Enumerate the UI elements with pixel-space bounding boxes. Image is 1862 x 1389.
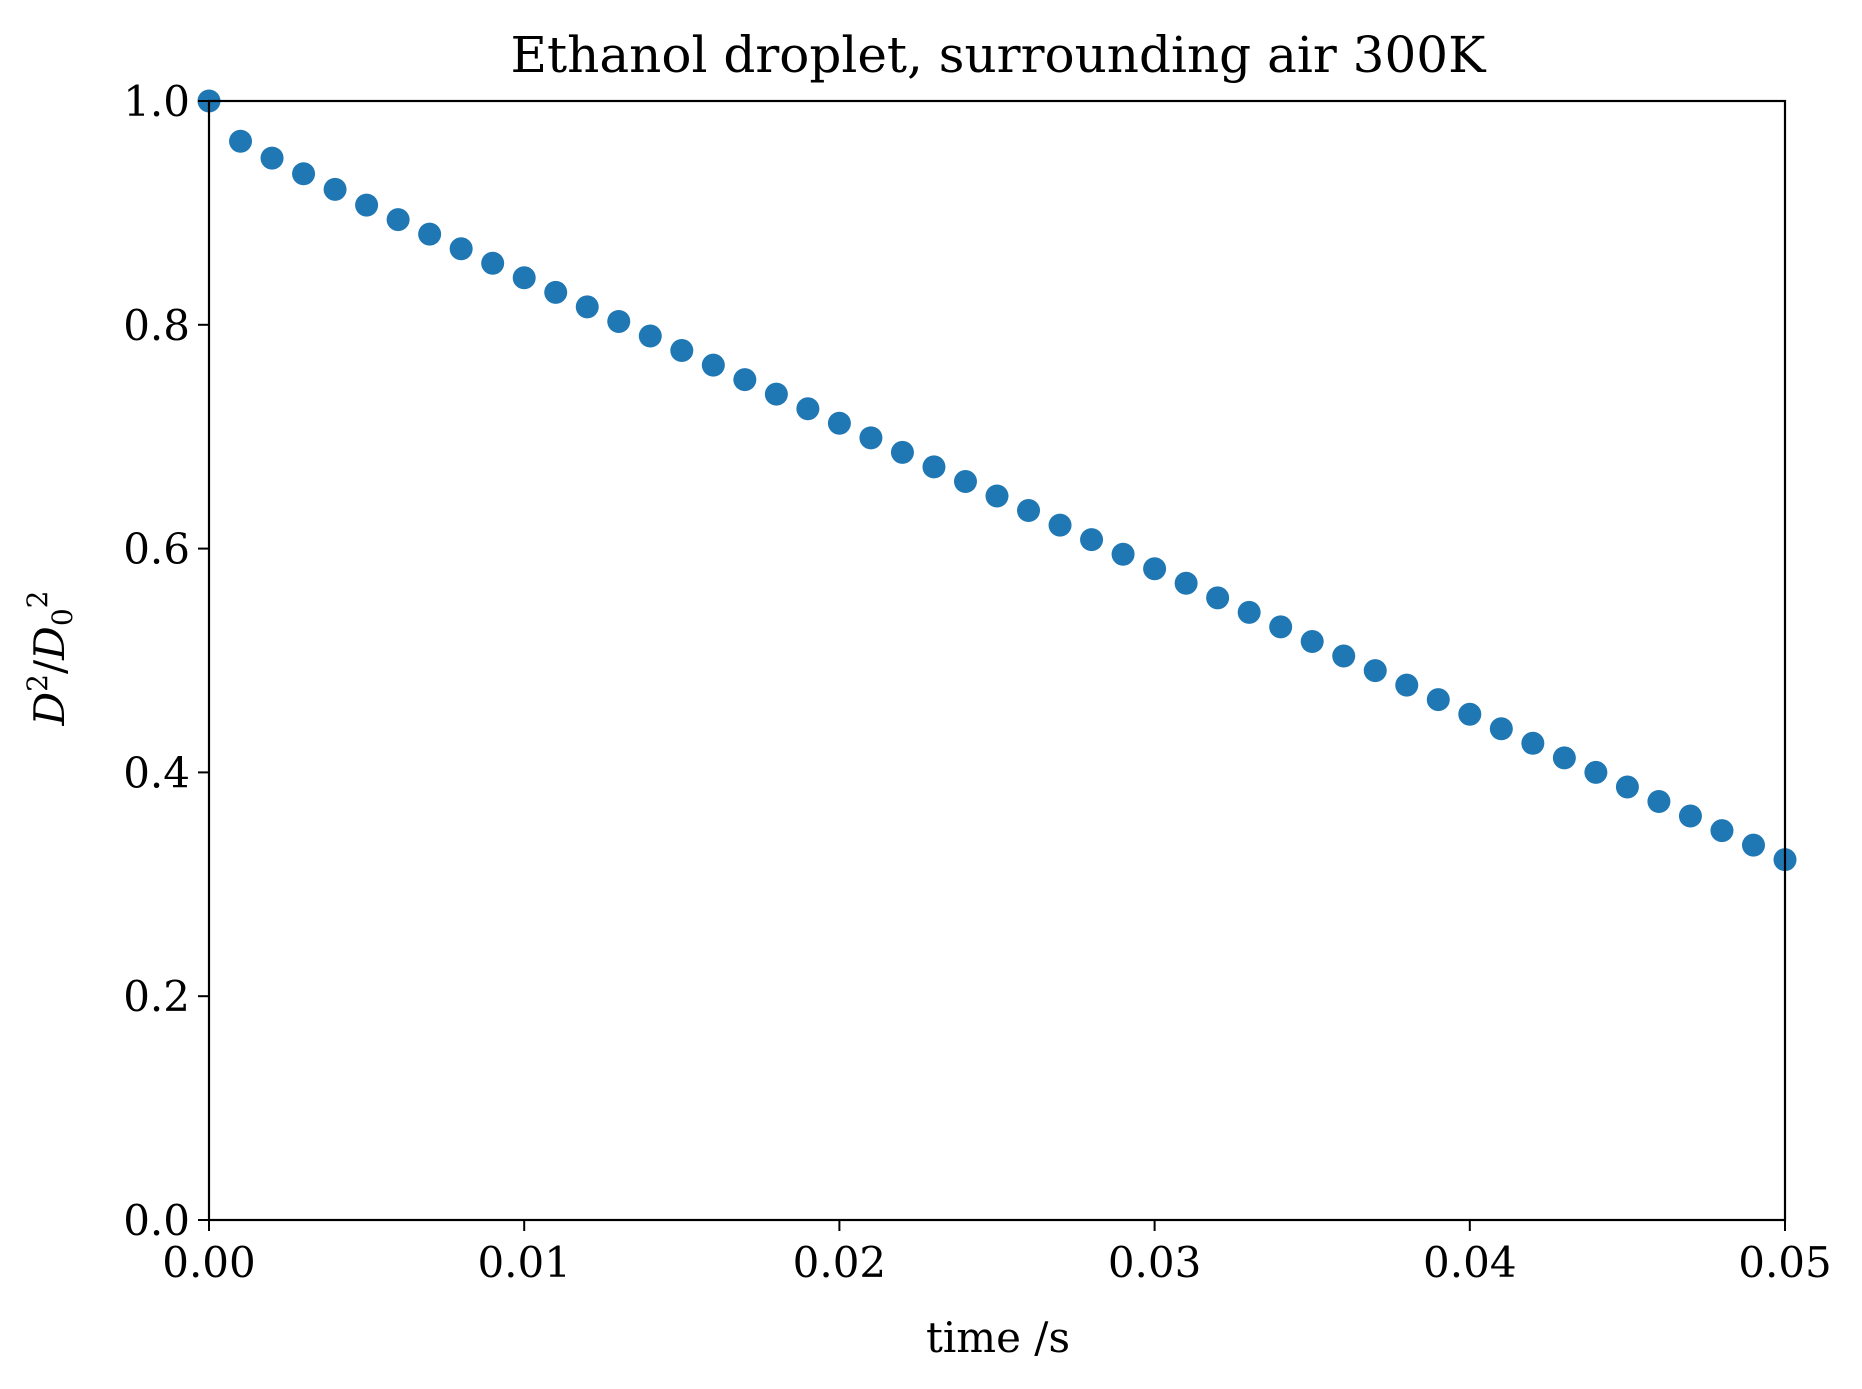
data-point (1206, 586, 1230, 610)
y-tick-label: 0.2 (123, 972, 190, 1021)
y-axis-title-denominator: D (25, 626, 74, 661)
y-tick-label: 0.0 (123, 1196, 190, 1245)
data-point (292, 162, 316, 186)
data-point (1269, 615, 1293, 639)
data-point (859, 426, 883, 450)
data-point (1458, 702, 1482, 726)
y-tick-label: 0.4 (123, 748, 190, 797)
plot-area: 0.00 0.01 0.02 0.03 0.04 0.05 0.0 0.2 0.4 0.6 0.8… (123, 77, 1832, 1287)
data-point (418, 222, 442, 246)
data-point (827, 411, 851, 435)
data-point (953, 469, 977, 493)
data-point (1111, 542, 1135, 566)
data-point (764, 382, 788, 406)
y-tick-label: 1.0 (123, 77, 190, 126)
data-point (1300, 629, 1324, 653)
data-point (481, 251, 505, 275)
data-point (670, 339, 694, 363)
data-point (323, 177, 347, 201)
x-tick-label: 0.01 (477, 1238, 571, 1287)
y-axis-title-denominator-exponent: 2 (21, 590, 54, 608)
data-point (355, 193, 379, 217)
data-point (1584, 760, 1608, 784)
data-point (1395, 673, 1419, 697)
y-axis-title-base: D (25, 692, 74, 727)
data-point (1017, 499, 1041, 523)
data-point (1521, 731, 1545, 755)
data-point (1080, 528, 1104, 552)
y-axis-title-subscript: 0 (46, 608, 79, 626)
data-point (607, 309, 631, 333)
data-point (796, 397, 820, 421)
data-point (1143, 557, 1167, 581)
x-axis-ticks: 0.00 0.01 0.02 0.03 0.04 0.05 (162, 1220, 1832, 1287)
data-point (1174, 571, 1198, 595)
x-tick-label: 0.04 (1423, 1238, 1517, 1287)
data-point (1489, 717, 1513, 741)
data-point (922, 455, 946, 479)
y-axis-title-slash: / (25, 659, 74, 674)
data-point (638, 324, 662, 348)
data-point (575, 295, 599, 319)
data-point (890, 440, 914, 464)
data-point (1332, 644, 1356, 668)
y-tick-label: 0.8 (123, 301, 190, 350)
data-point (1552, 746, 1576, 770)
y-tick-label: 0.6 (123, 525, 190, 574)
data-point (733, 368, 757, 392)
data-point (260, 146, 284, 170)
data-point (1048, 513, 1072, 537)
x-tick-label: 0.05 (1738, 1238, 1832, 1287)
y-axis-title-exponent: 2 (21, 674, 54, 692)
data-point (985, 484, 1009, 508)
data-point (1363, 659, 1387, 683)
data-point (1426, 688, 1450, 712)
data-point (1237, 600, 1261, 624)
x-tick-label: 0.03 (1108, 1238, 1202, 1287)
chart-title: Ethanol droplet, surrounding air 300K (511, 26, 1488, 84)
data-point (1741, 833, 1765, 857)
data-point (544, 280, 568, 304)
x-tick-label: 0.02 (793, 1238, 887, 1287)
data-point (1647, 789, 1671, 813)
y-axis-title: D2/D02 (21, 590, 79, 726)
x-tick-label: 0.00 (162, 1238, 256, 1287)
data-point (449, 237, 473, 261)
data-point (1678, 804, 1702, 828)
data-point (1615, 775, 1639, 799)
axes-frame (207, 99, 1787, 1222)
y-axis-ticks: 0.0 0.2 0.4 0.6 0.8 1.0 (123, 77, 209, 1245)
data-point (701, 353, 725, 377)
data-point (229, 129, 253, 153)
data-point (512, 266, 536, 290)
data-point (1710, 819, 1734, 843)
x-axis-title: time /s (926, 1313, 1070, 1362)
data-point (386, 208, 410, 232)
